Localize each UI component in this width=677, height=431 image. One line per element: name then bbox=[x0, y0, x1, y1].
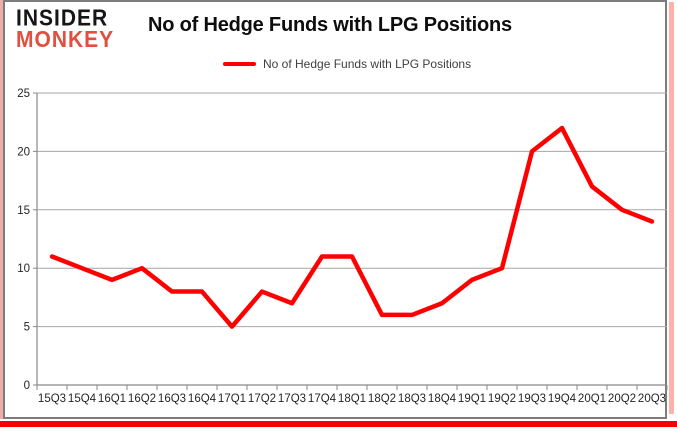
bottom-red-stripe bbox=[0, 421, 677, 427]
left-edge-accent bbox=[0, 0, 3, 419]
right-edge-accent bbox=[669, 2, 674, 414]
legend-marker-line bbox=[223, 62, 256, 66]
logo-insider-text: INSIDER bbox=[16, 5, 109, 31]
legend-label: No of Hedge Funds with LPG Positions bbox=[263, 57, 472, 71]
chart-card: INSIDER MONKEY No of Hedge Funds with LP… bbox=[3, 0, 667, 419]
chart-legend: No of Hedge Funds with LPG Positions bbox=[223, 57, 471, 71]
insider-monkey-logo: INSIDER MONKEY bbox=[16, 5, 115, 53]
chart-title: No of Hedge Funds with LPG Positions bbox=[148, 14, 512, 36]
logo-monkey-text: MONKEY bbox=[16, 27, 115, 53]
